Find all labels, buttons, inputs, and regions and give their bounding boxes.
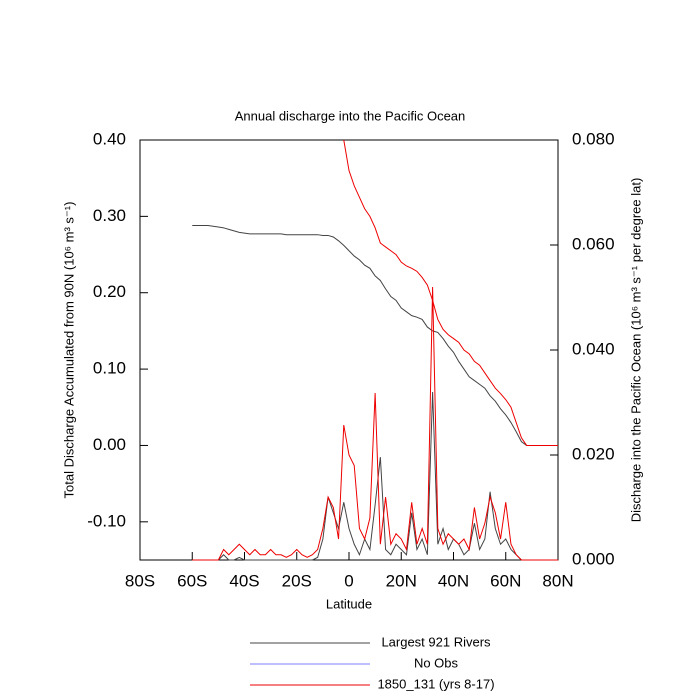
x-tick-label: 60N (490, 571, 521, 590)
x-tick-label: 80N (542, 571, 573, 590)
y-tick-label: 0.20 (93, 282, 126, 301)
legend-label: 1850_131 (yrs 8-17) (377, 676, 494, 691)
y-tick-label: 0.10 (93, 359, 126, 378)
x-tick-label: 20N (386, 571, 417, 590)
y2-axis-label: Discharge into the Pacific Ocean (10⁶ m³… (628, 178, 643, 523)
plot-frame (139, 139, 559, 561)
y-tick-label: 0.30 (93, 206, 126, 225)
x-tick-label: 20S (282, 571, 312, 590)
accumulated-line (343, 139, 558, 446)
chart-title: Annual discharge into the Pacific Ocean (235, 108, 466, 123)
legend-label: No Obs (414, 655, 459, 670)
y-tick-label: 0.40 (93, 129, 126, 148)
legend-label: Largest 921 Rivers (381, 634, 491, 649)
x-axis-label: Latitude (326, 596, 372, 611)
x-tick-label: 40S (229, 571, 259, 590)
y2-tick-label: 0.000 (572, 549, 615, 568)
y2-tick-label: 0.020 (572, 444, 615, 463)
rate-line (192, 286, 558, 561)
y2-tick-label: 0.080 (572, 129, 615, 148)
x-tick-label: 0 (344, 571, 353, 590)
x-tick-label: 80S (125, 571, 155, 590)
x-tick-label: 60S (177, 571, 207, 590)
rate-line (192, 391, 558, 561)
accumulated-line (192, 225, 558, 446)
y2-tick-label: 0.060 (572, 234, 615, 253)
x-tick-label: 40N (438, 571, 469, 590)
y-axis-label: Total Discharge Accumulated from 90N (10… (61, 202, 76, 499)
y-tick-label: 0.00 (93, 435, 126, 454)
y2-tick-label: 0.040 (572, 339, 615, 358)
y-tick-label: -0.10 (87, 511, 126, 530)
